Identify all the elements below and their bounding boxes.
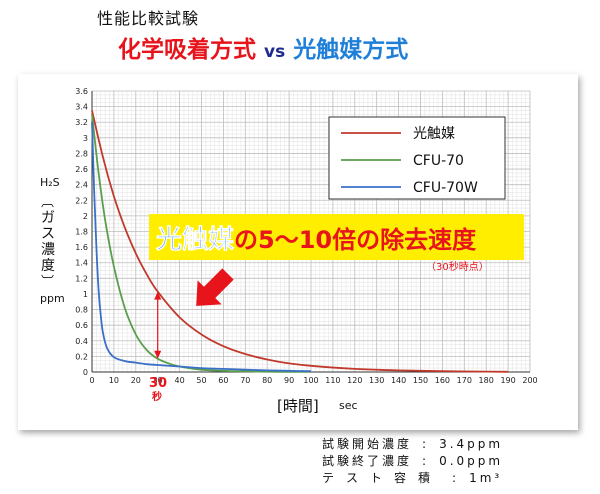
y-tick-label: 1 [83,290,88,299]
legend-label-2: CFU-70 [413,153,464,169]
x-tick-label: 110 [325,376,340,385]
y-tick-label: 1.8 [75,228,88,237]
x-tick-label: 170 [457,376,472,385]
y-tick-labels: 0 0.2 0.4 0.6 0.8 1 1.2 1.4 1.6 1.8 2 2.2 2.4 2.6 2.8 3… [75,87,88,377]
callout-speed-text: の5～10倍の除去速度 [234,226,477,254]
y-tick-label: 0.4 [75,337,88,346]
x-tick-label: 180 [479,376,494,385]
y-tick-label: 1.2 [75,274,88,283]
marker-arrow-head-top [154,291,162,300]
callout-banner [149,214,524,260]
condition-start: 試験開始濃度:3.4ppm [322,437,504,451]
y-axis-label: ︹ガス濃度︺ [41,195,55,290]
callout-arrow [196,268,234,306]
x-tick-label: 150 [413,376,428,385]
x-tick-label: 90 [284,376,294,385]
y-axis-label-char: ︺ [41,275,54,290]
y-tick-label: 0 [83,368,88,377]
y-axis-label-char: ス [41,226,55,242]
y-tick-label: 1.4 [75,259,88,268]
x-tick-label: 30 [153,376,163,385]
series-line-3 [91,122,312,373]
x-tick-label: 100 [303,376,318,385]
marker-seconds-value: 30 [149,376,167,391]
x-tick-label: 200 [522,376,537,385]
y-axis-label-char: ガ [41,210,55,226]
condition-end: 試験終了濃度:0.0ppm [322,454,504,468]
x-tick-label: 190 [500,376,515,385]
x-tick-label: 20 [131,376,141,385]
x-axis-label: [時間] [277,397,319,415]
condition-end-value: 0.0ppm [439,454,504,468]
x-tick-label: 60 [218,376,228,385]
y-axis-label-char: 度 [41,258,55,274]
y-tick-label: 3.4 [75,103,88,112]
y-tick-label: 2.4 [75,181,88,190]
chart-subtitle: 性能比較試験 [97,9,200,28]
y-tick-label: 3 [83,134,88,143]
condition-volume-label: テスト容積 [322,471,443,485]
y-tick-label: 3.2 [75,118,88,127]
condition-volume: テスト容積:1m³ [322,471,503,485]
legend-label-3: CFU-70W [413,180,478,196]
x-tick-labels: 0 10 20 30 40 50 60 70 80 90 100 110 120 130 140 150 160… [89,376,537,385]
callout-photocatalyst: 光触媒 [155,225,235,255]
chart-title: 化学吸着方式 vs 光触媒方式 [118,30,408,64]
y-tick-label: 0.8 [75,306,88,315]
series-line-1 [91,110,509,373]
y-tick-label: 2.2 [75,196,88,205]
x-tick-label: 80 [262,376,272,385]
title-chemical-adsorption: 化学吸着方式 [118,37,256,63]
x-tick-label: 10 [109,376,119,385]
title-vs: vs [264,42,286,62]
y-tick-label: 2.8 [75,149,88,158]
y-tick-label: 2 [83,212,88,221]
y-tick-label: 2.6 [75,165,88,174]
x-tick-label: 120 [347,376,362,385]
x-tick-label: 40 [175,376,185,385]
x-tick-label: 130 [369,376,384,385]
legend-box [328,116,506,200]
x-tick-label: 160 [435,376,450,385]
y-tick-label: 0.6 [75,321,88,330]
condition-start-value: 3.4ppm [439,437,504,451]
callout-note: （30秒時点） [426,260,489,273]
x-tick-label: 140 [391,376,406,385]
x-tick-label: 70 [240,376,250,385]
condition-volume-value: 1m³ [469,471,503,485]
marker-arrow-head-bottom [154,350,162,359]
y-axis-unit: ppm [40,292,65,305]
condition-start-label: 試験開始濃度 [322,437,413,451]
x-axis-unit: sec [339,399,358,412]
y-axis-label-char: 濃 [41,242,55,258]
chart-panel: 0 0.2 0.4 0.6 0.8 1 1.2 1.4 1.6 1.8 2 2.2 2.4 2.6 2.8 3… [18,74,578,430]
condition-end-label: 試験終了濃度 [322,454,413,468]
y-tick-label: 1.6 [75,243,88,252]
title-photocatalyst: 光触媒方式 [293,37,409,63]
thirty-second-marker [154,291,162,359]
x-tick-label: 0 [89,376,94,385]
y-axis-label-char: ︹ [41,195,54,210]
x-tick-label: 50 [196,376,206,385]
y-axis-label-gas: H₂S [40,176,60,189]
line-chart: 0 0.2 0.4 0.6 0.8 1 1.2 1.4 1.6 1.8 2 2.2 2.4 2.6 2.8 3… [40,87,538,415]
series-lines [91,110,509,373]
y-tick-label: 3.6 [75,87,88,96]
legend: 光触媒 CFU-70 CFU-70W [341,126,478,196]
legend-label-1: 光触媒 [413,126,455,142]
series-line-2 [91,114,312,373]
marker-seconds-unit: 秒 [152,390,162,403]
y-tick-label: 0.2 [75,352,88,361]
